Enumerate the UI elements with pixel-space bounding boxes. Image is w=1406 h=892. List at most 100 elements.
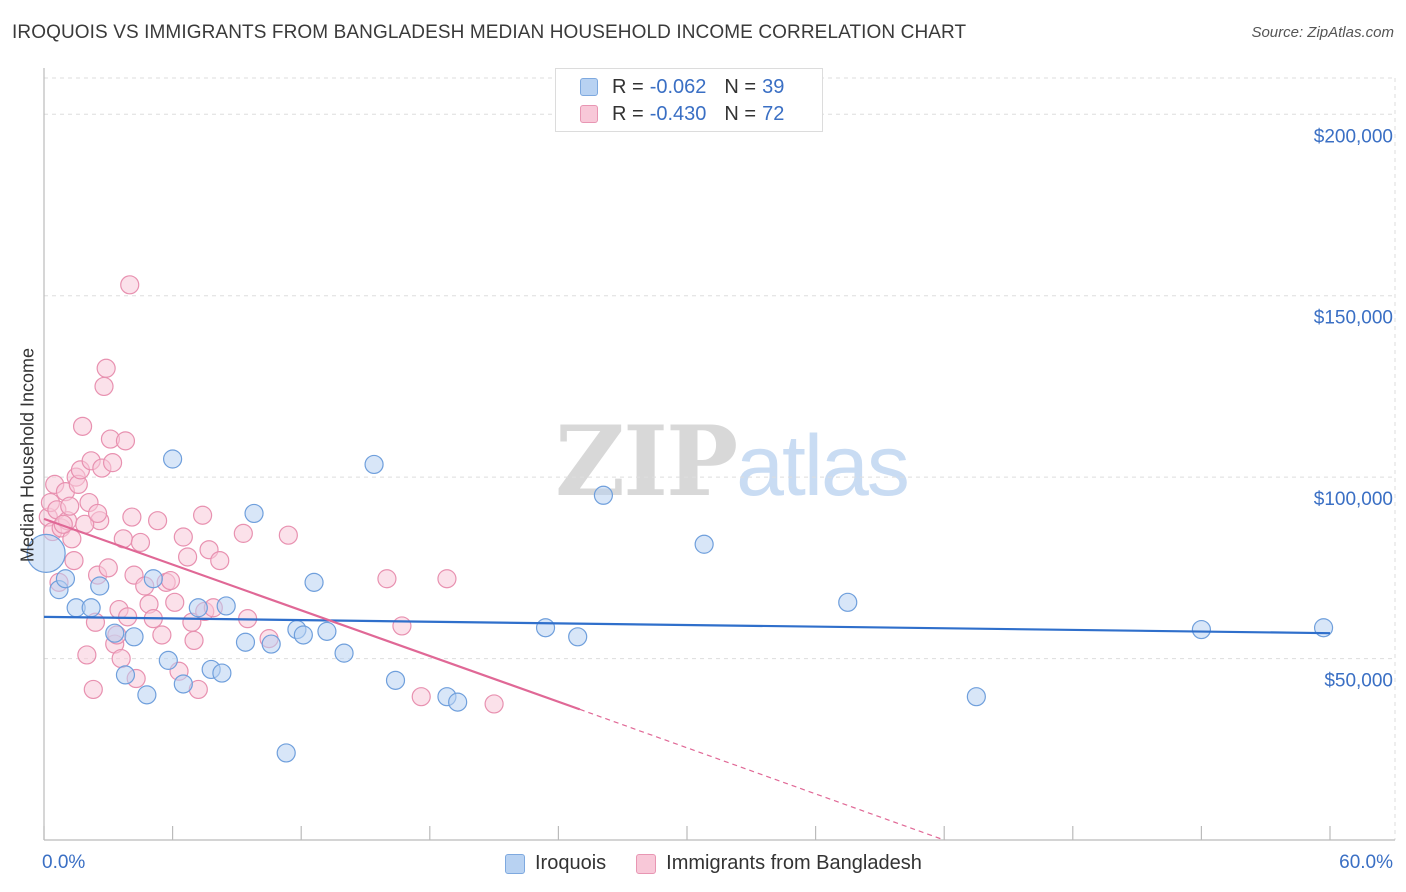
trend-lines bbox=[43, 517, 1331, 841]
r-value: -0.062 bbox=[649, 75, 707, 98]
r-value: -0.430 bbox=[649, 102, 707, 125]
series-iroquois bbox=[26, 449, 1334, 763]
x-tick-label: 0.0% bbox=[42, 852, 85, 873]
data-point-bangladesh bbox=[152, 625, 172, 645]
data-point-bangladesh bbox=[122, 507, 142, 527]
data-point-bangladesh bbox=[411, 687, 431, 707]
data-point-iroquois bbox=[137, 685, 157, 705]
y-tick-label: $100,000 bbox=[1314, 489, 1393, 510]
axes bbox=[43, 68, 1395, 841]
data-point-iroquois bbox=[115, 665, 136, 685]
y-tick-label: $50,000 bbox=[1324, 671, 1393, 692]
data-point-bangladesh bbox=[130, 532, 151, 553]
data-point-bangladesh bbox=[173, 527, 193, 547]
data-point-bangladesh bbox=[98, 558, 118, 578]
source-label: Source: ZipAtlas.com bbox=[1251, 24, 1394, 41]
r-label: R = bbox=[612, 102, 644, 125]
data-point-bangladesh bbox=[484, 694, 504, 714]
data-point-iroquois bbox=[966, 687, 986, 707]
data-point-iroquois bbox=[568, 627, 588, 647]
legend-item-bangladesh[interactable]: Immigrants from Bangladesh bbox=[636, 852, 922, 875]
data-point-iroquois bbox=[334, 643, 354, 663]
data-point-iroquois bbox=[212, 663, 232, 683]
data-point-bangladesh bbox=[184, 630, 204, 651]
data-point-iroquois bbox=[244, 503, 264, 524]
legend-row-iroquois: R = -0.062 N = 39 bbox=[580, 74, 784, 100]
tick-labels: $50,000 $100,000 $150,000 $200,000 0.0% 60.0% bbox=[42, 126, 1393, 873]
data-point-iroquois bbox=[55, 569, 76, 589]
data-point-bangladesh bbox=[178, 547, 198, 567]
data-point-iroquois bbox=[261, 634, 281, 654]
data-point-bangladesh bbox=[111, 648, 131, 669]
correlation-legend: R = -0.062 N = 39 R = -0.430 N = 72 bbox=[555, 68, 823, 132]
data-point-bangladesh bbox=[94, 376, 114, 397]
data-point-bangladesh bbox=[278, 525, 298, 545]
data-point-bangladesh bbox=[165, 592, 185, 612]
series-immigrants-from-bangladesh bbox=[38, 275, 504, 714]
x-tick-label: 60.0% bbox=[1339, 852, 1393, 873]
y-axis-label: Median Household Income bbox=[17, 347, 38, 563]
n-value: 39 bbox=[762, 75, 785, 98]
legend-swatch-iroquois bbox=[505, 853, 525, 874]
legend-label-iroquois: Iroquois bbox=[535, 852, 607, 874]
data-point-bangladesh bbox=[193, 505, 213, 525]
data-point-iroquois bbox=[694, 534, 714, 554]
data-point-bangladesh bbox=[64, 550, 84, 571]
trend-extension-bangladesh bbox=[579, 708, 945, 841]
data-point-bangladesh bbox=[392, 616, 412, 636]
data-point-bangladesh bbox=[377, 569, 397, 589]
data-point-bangladesh bbox=[72, 416, 93, 436]
data-point-bangladesh bbox=[83, 679, 103, 700]
data-point-bangladesh bbox=[53, 514, 73, 534]
watermark-zip: ZIP bbox=[555, 405, 738, 518]
data-point-bangladesh bbox=[233, 523, 253, 543]
data-point-iroquois bbox=[448, 692, 468, 712]
data-point-iroquois bbox=[293, 625, 313, 645]
data-point-bangladesh bbox=[77, 645, 97, 665]
data-point-iroquois bbox=[158, 650, 178, 670]
grid-lines bbox=[44, 77, 1396, 840]
data-point-iroquois bbox=[143, 569, 163, 589]
data-point-bangladesh bbox=[437, 569, 457, 589]
data-point-iroquois bbox=[124, 627, 144, 647]
data-point-iroquois bbox=[317, 621, 337, 641]
data-point-iroquois bbox=[385, 670, 406, 690]
n-label: N = bbox=[724, 102, 757, 125]
data-point-bangladesh bbox=[120, 275, 140, 295]
data-point-iroquois bbox=[593, 485, 614, 505]
watermark-atlas: atlas bbox=[736, 418, 910, 514]
data-point-bangladesh bbox=[210, 550, 230, 571]
data-point-iroquois bbox=[26, 533, 66, 573]
r-label: R = bbox=[612, 75, 644, 98]
data-point-bangladesh bbox=[160, 570, 181, 591]
data-point-iroquois bbox=[364, 454, 384, 475]
n-value: 72 bbox=[762, 102, 785, 125]
data-point-iroquois bbox=[235, 632, 256, 652]
data-point-iroquois bbox=[535, 618, 556, 638]
legend-item-iroquois[interactable]: Iroquois bbox=[505, 852, 606, 875]
n-label: N = bbox=[724, 75, 757, 98]
data-point-bangladesh bbox=[102, 453, 123, 473]
legend-label-bangladesh: Immigrants from Bangladesh bbox=[666, 852, 922, 874]
watermark: ZIPatlas bbox=[555, 405, 910, 518]
legend-swatch-bangladesh bbox=[580, 105, 598, 123]
data-point-bangladesh bbox=[115, 431, 136, 451]
data-point-iroquois bbox=[163, 449, 183, 469]
legend-row-bangladesh: R = -0.430 N = 72 bbox=[580, 101, 784, 127]
data-point-iroquois bbox=[276, 743, 296, 763]
data-point-bangladesh bbox=[147, 511, 168, 531]
y-tick-label: $150,000 bbox=[1314, 308, 1393, 329]
data-point-iroquois bbox=[838, 592, 858, 612]
legend-swatch-bangladesh bbox=[636, 853, 657, 874]
data-point-iroquois bbox=[173, 674, 193, 694]
chart-title: IROQUOIS VS IMMIGRANTS FROM BANGLADESH M… bbox=[12, 22, 967, 43]
data-point-iroquois bbox=[90, 576, 110, 596]
legend-swatch-iroquois bbox=[580, 78, 598, 96]
data-point-bangladesh bbox=[60, 496, 80, 516]
data-point-iroquois bbox=[105, 623, 125, 643]
series-legend: Iroquois Immigrants from Bangladesh bbox=[505, 852, 952, 875]
data-point-iroquois bbox=[216, 596, 236, 616]
data-point-iroquois bbox=[188, 598, 208, 618]
data-point-iroquois bbox=[1191, 619, 1212, 640]
